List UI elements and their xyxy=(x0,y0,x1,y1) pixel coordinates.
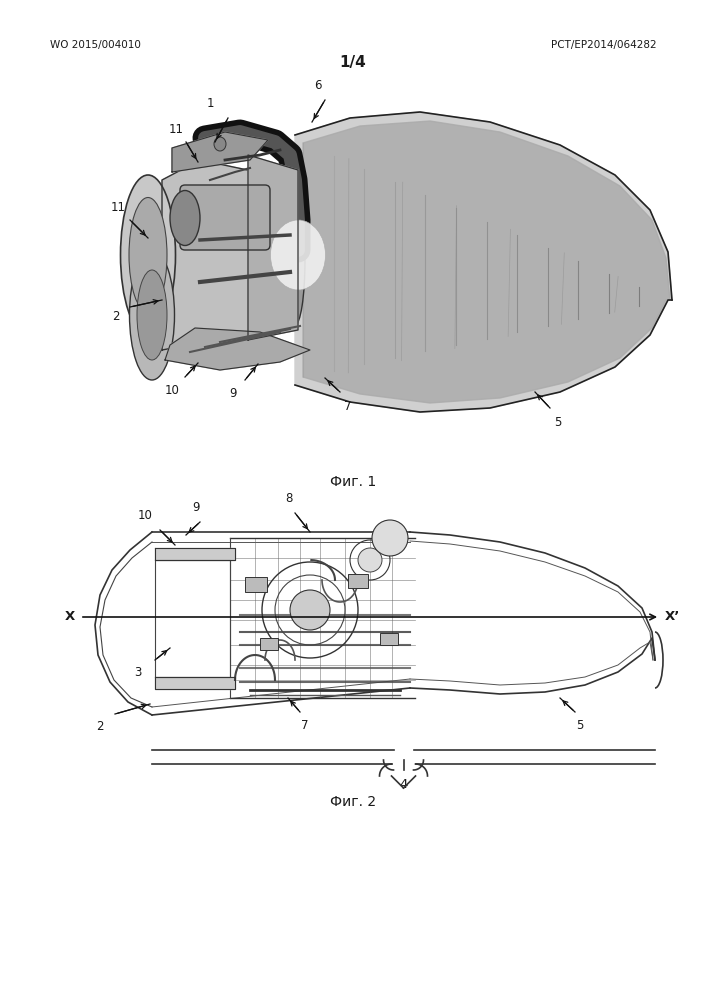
Bar xyxy=(348,574,368,588)
Circle shape xyxy=(358,548,382,572)
Circle shape xyxy=(372,520,408,556)
Text: Фиг. 2: Фиг. 2 xyxy=(330,795,376,809)
Text: 1/4: 1/4 xyxy=(339,55,366,70)
Text: 9: 9 xyxy=(229,387,237,400)
Polygon shape xyxy=(155,548,235,560)
Text: 9: 9 xyxy=(192,501,200,514)
Polygon shape xyxy=(165,328,310,370)
Polygon shape xyxy=(303,121,670,403)
Text: 11: 11 xyxy=(168,123,184,136)
Bar xyxy=(260,638,278,650)
Ellipse shape xyxy=(214,137,226,151)
Ellipse shape xyxy=(170,190,200,245)
Bar xyxy=(380,633,398,645)
Ellipse shape xyxy=(120,175,175,335)
Ellipse shape xyxy=(129,198,167,312)
FancyBboxPatch shape xyxy=(180,185,270,250)
Polygon shape xyxy=(162,160,295,350)
Polygon shape xyxy=(172,132,268,172)
Text: 1: 1 xyxy=(206,97,214,110)
Text: 2: 2 xyxy=(96,720,104,733)
Text: 10: 10 xyxy=(138,509,153,522)
Circle shape xyxy=(290,590,330,630)
Polygon shape xyxy=(155,677,235,689)
Text: 5: 5 xyxy=(554,416,561,429)
Text: 5: 5 xyxy=(576,719,584,732)
Text: WO 2015/004010: WO 2015/004010 xyxy=(50,40,141,50)
Text: 11: 11 xyxy=(110,201,126,214)
Text: 2: 2 xyxy=(112,310,119,323)
Text: 6: 6 xyxy=(314,79,322,92)
Text: X’: X’ xyxy=(665,610,680,624)
Text: 8: 8 xyxy=(286,492,293,505)
Ellipse shape xyxy=(271,220,325,290)
Text: 4: 4 xyxy=(399,778,408,791)
Bar xyxy=(245,577,267,592)
Polygon shape xyxy=(295,112,672,412)
Polygon shape xyxy=(248,155,298,340)
Text: PCT/EP2014/064282: PCT/EP2014/064282 xyxy=(551,40,657,50)
Text: 10: 10 xyxy=(165,384,180,397)
Text: X: X xyxy=(65,610,75,624)
Text: 3: 3 xyxy=(134,666,141,679)
Text: Фиг. 1: Фиг. 1 xyxy=(330,475,376,489)
Ellipse shape xyxy=(137,270,167,360)
Text: 7: 7 xyxy=(344,400,352,413)
Text: 7: 7 xyxy=(301,719,309,732)
Ellipse shape xyxy=(129,250,175,380)
Ellipse shape xyxy=(285,195,305,325)
